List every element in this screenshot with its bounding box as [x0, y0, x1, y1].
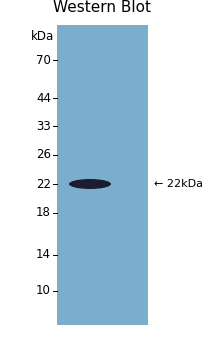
Text: ← 22kDa: ← 22kDa	[153, 179, 202, 189]
Text: kDa: kDa	[31, 30, 54, 43]
Bar	[57, 25, 147, 325]
Ellipse shape	[69, 179, 110, 189]
Text: 33: 33	[36, 120, 51, 132]
Text: 70: 70	[36, 54, 51, 66]
Text: 22: 22	[36, 178, 51, 190]
Text: Western Blot: Western Blot	[53, 0, 151, 15]
Text: 14: 14	[36, 248, 51, 262]
Text: 44: 44	[36, 92, 51, 104]
Text: 18: 18	[36, 207, 51, 219]
Text: 10: 10	[36, 284, 51, 298]
Text: 26: 26	[36, 149, 51, 161]
